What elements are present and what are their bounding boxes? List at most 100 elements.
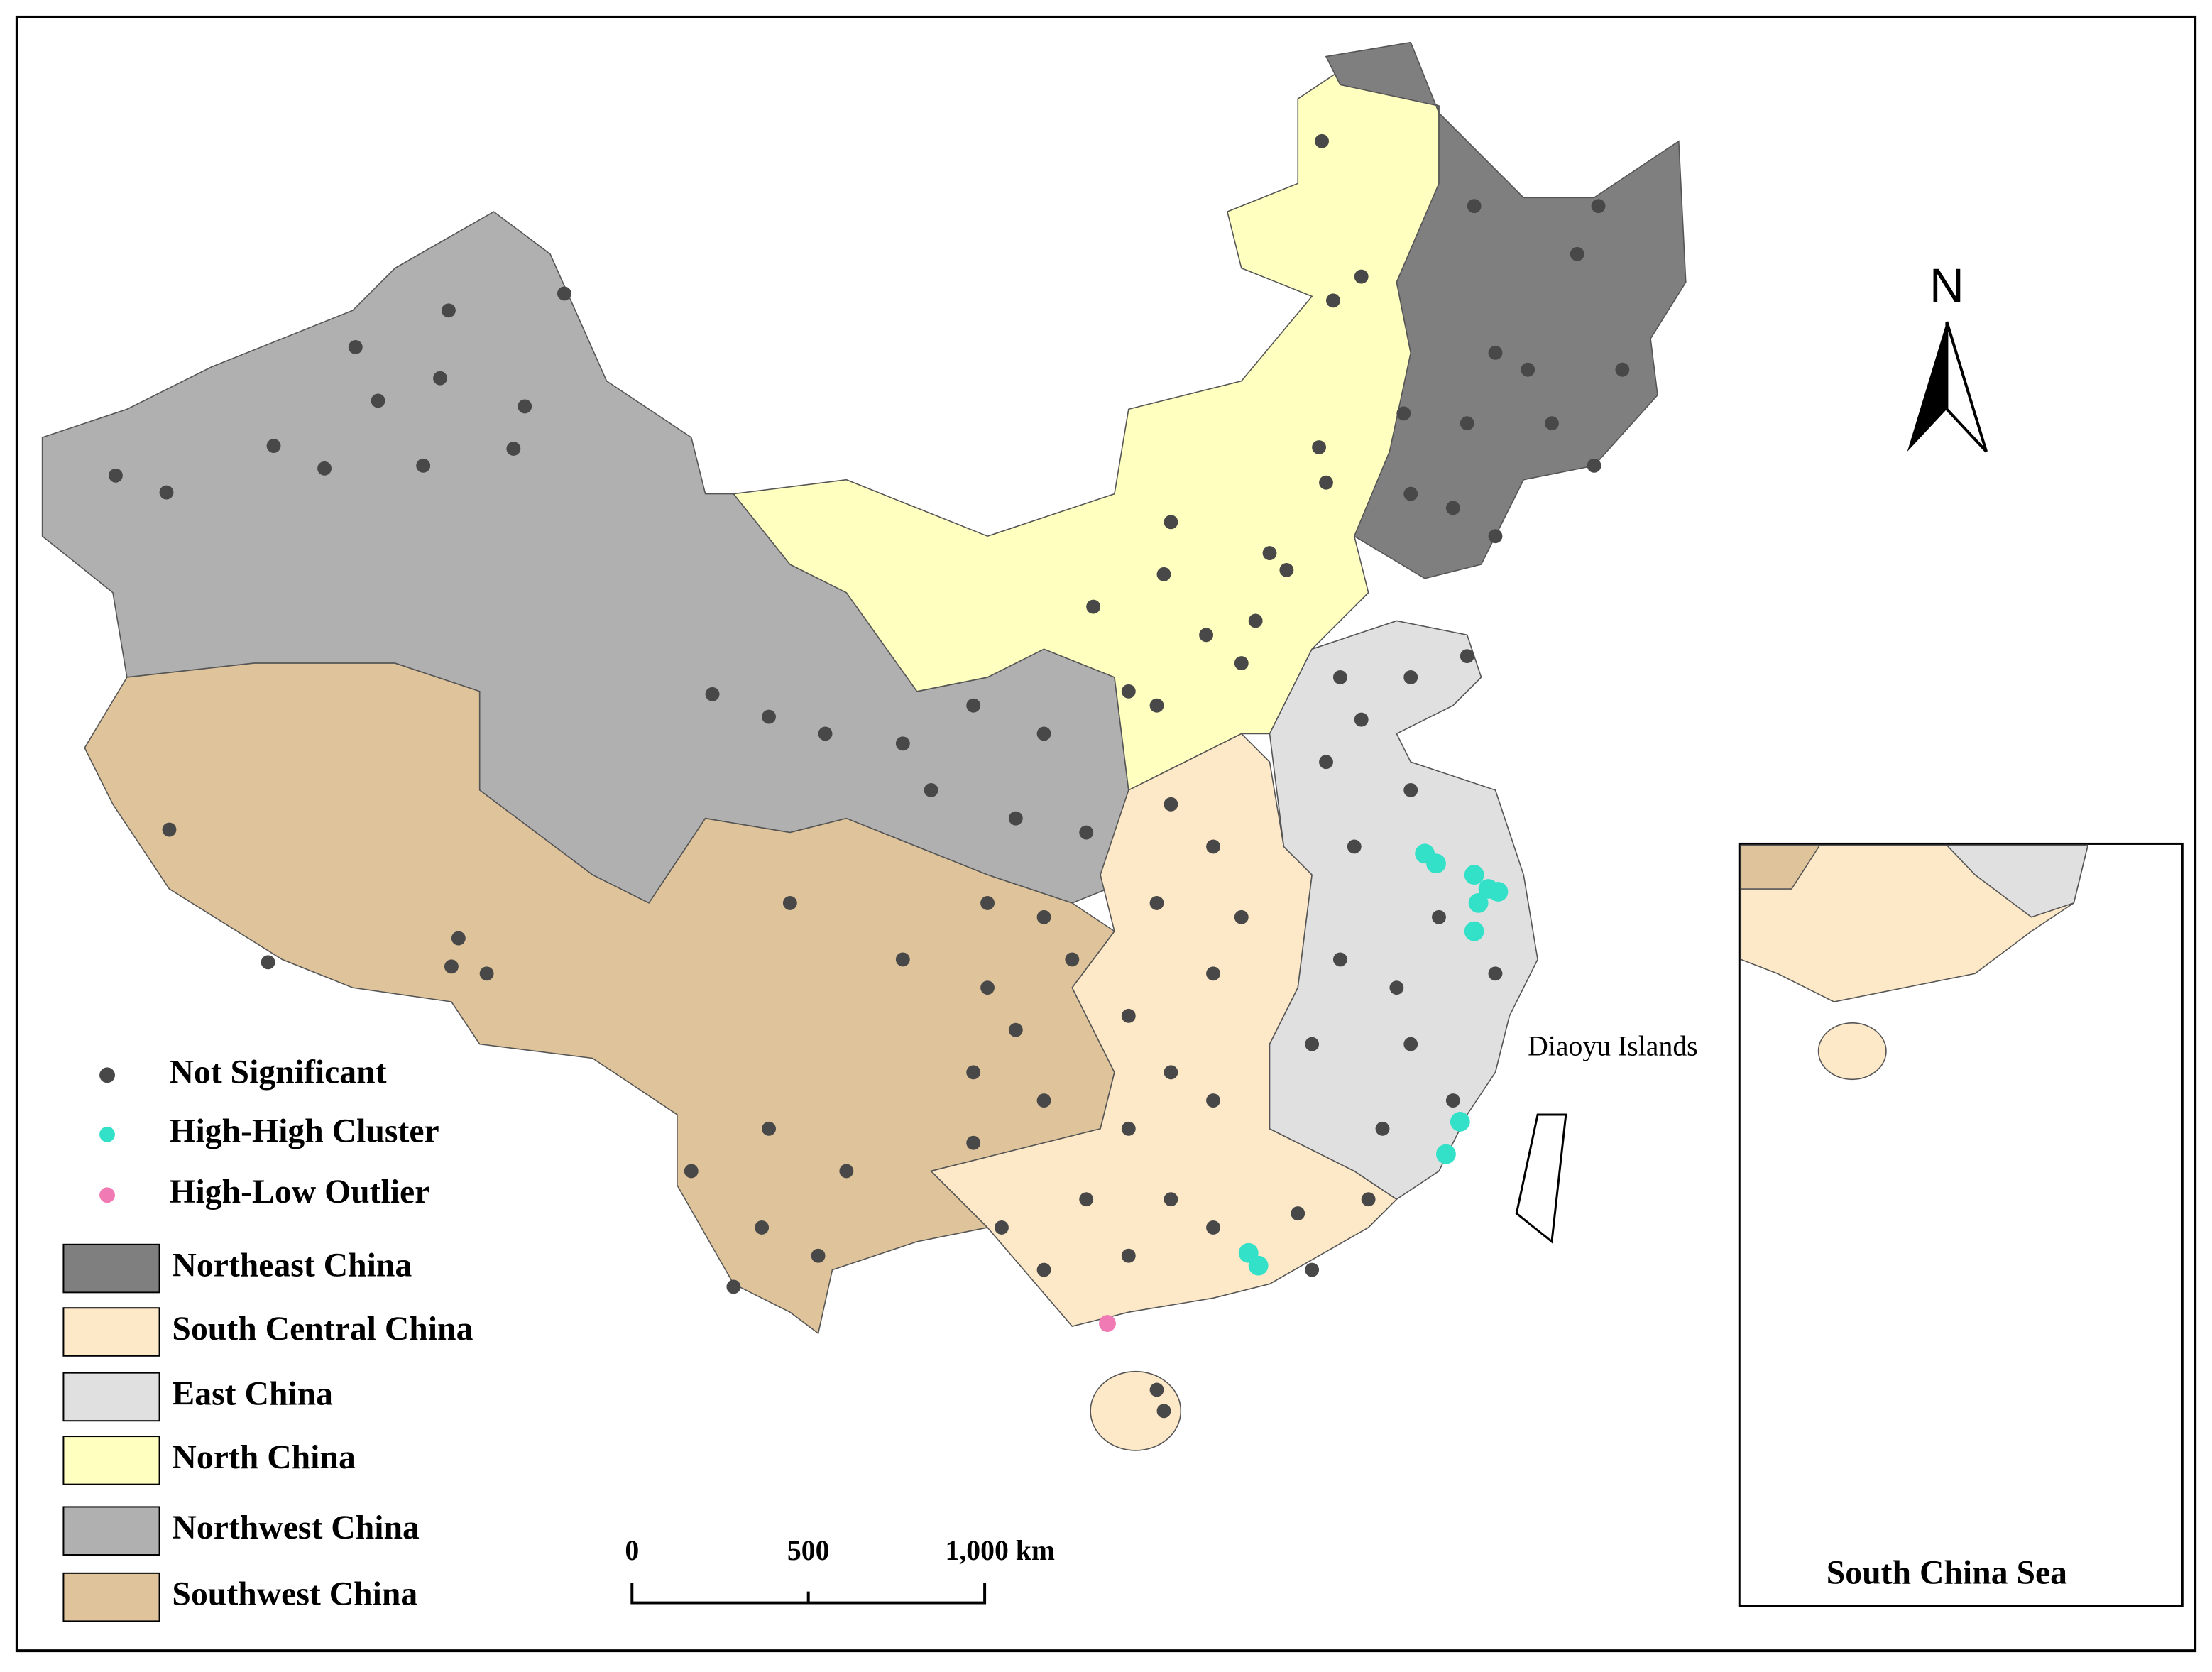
not-significant-point bbox=[451, 931, 466, 946]
high-high-point bbox=[1248, 1255, 1269, 1276]
not-significant-point bbox=[895, 952, 910, 967]
diaoyu-label: Diaoyu Islands bbox=[1528, 1031, 1697, 1062]
legend-point-symbol bbox=[99, 1126, 115, 1142]
northeast-region bbox=[1325, 41, 1687, 579]
not-significant-point bbox=[995, 1220, 1009, 1235]
not-significant-point bbox=[1164, 1065, 1178, 1080]
not-significant-point bbox=[1615, 362, 1630, 377]
not-significant-point bbox=[782, 895, 797, 910]
scale-line bbox=[630, 1583, 987, 1605]
not-significant-point bbox=[348, 339, 363, 354]
legend-region-label: Northwest China bbox=[172, 1509, 420, 1546]
not-significant-point bbox=[1156, 567, 1171, 581]
not-significant-point bbox=[266, 439, 281, 453]
high-high-point bbox=[1468, 892, 1489, 913]
not-significant-point bbox=[1488, 529, 1503, 544]
not-significant-point bbox=[1121, 1008, 1136, 1023]
not-significant-point bbox=[818, 726, 833, 741]
legend-region-swatch bbox=[62, 1572, 160, 1622]
not-significant-point bbox=[705, 687, 720, 701]
not-significant-point bbox=[966, 1065, 981, 1080]
not-significant-point bbox=[159, 485, 174, 500]
north-arrow bbox=[1907, 322, 1947, 452]
not-significant-point bbox=[1361, 1192, 1376, 1207]
legend-region-swatch bbox=[62, 1243, 160, 1294]
not-significant-point bbox=[506, 442, 521, 456]
not-significant-point bbox=[1545, 416, 1559, 431]
not-significant-point bbox=[1432, 909, 1446, 924]
not-significant-point bbox=[895, 736, 910, 751]
inset-east bbox=[1945, 844, 2089, 918]
high-high-point bbox=[1426, 853, 1446, 874]
not-significant-point bbox=[1347, 839, 1362, 854]
not-significant-point bbox=[924, 782, 938, 797]
inset-hainan bbox=[1817, 1022, 1887, 1081]
scale-bar: 0 500 1,000 km bbox=[625, 1535, 1055, 1605]
legend-point-label: High-High Cluster bbox=[169, 1113, 439, 1150]
not-significant-point bbox=[1403, 486, 1418, 501]
legend-region-label: South Central China bbox=[172, 1311, 473, 1348]
regions bbox=[41, 41, 1687, 1451]
not-significant-point bbox=[1149, 1382, 1164, 1397]
taiwan bbox=[1515, 1113, 1567, 1244]
not-significant-point bbox=[762, 709, 776, 724]
not-significant-point bbox=[1521, 362, 1535, 377]
not-significant-point bbox=[1149, 698, 1164, 713]
high-high-point bbox=[1450, 1112, 1470, 1132]
not-significant-point bbox=[1460, 416, 1474, 431]
not-significant-point bbox=[1403, 782, 1418, 797]
not-significant-point bbox=[1332, 952, 1347, 967]
not-significant-point bbox=[416, 458, 431, 473]
not-significant-point bbox=[839, 1164, 854, 1179]
not-significant-point bbox=[762, 1121, 776, 1136]
scale-label: 0 bbox=[625, 1535, 639, 1566]
not-significant-point bbox=[726, 1279, 741, 1294]
not-significant-point bbox=[755, 1220, 770, 1235]
high-low-point bbox=[1099, 1315, 1116, 1333]
east-region bbox=[1269, 620, 1538, 1201]
not-significant-point bbox=[109, 468, 123, 483]
not-significant-point bbox=[1305, 1262, 1320, 1277]
not-significant-point bbox=[1262, 546, 1277, 560]
not-significant-point bbox=[1008, 1022, 1023, 1037]
legend-point-symbol bbox=[99, 1187, 115, 1203]
not-significant-point bbox=[1036, 726, 1051, 741]
not-significant-point bbox=[1234, 909, 1249, 924]
not-significant-point bbox=[371, 393, 385, 408]
not-significant-point bbox=[162, 822, 177, 837]
not-significant-point bbox=[1079, 1192, 1094, 1207]
not-significant-point bbox=[1206, 966, 1220, 981]
high-high-point bbox=[1464, 921, 1484, 941]
not-significant-point bbox=[1291, 1206, 1305, 1221]
legend-region-swatch bbox=[62, 1506, 160, 1556]
not-significant-point bbox=[518, 399, 532, 414]
not-significant-point bbox=[1319, 475, 1333, 490]
legend-point-symbol bbox=[99, 1067, 115, 1083]
not-significant-point bbox=[1156, 1404, 1171, 1419]
not-significant-point bbox=[1354, 269, 1369, 284]
inset-title: South China Sea bbox=[1827, 1555, 2067, 1592]
not-significant-point bbox=[1164, 1192, 1178, 1207]
not-significant-point bbox=[1354, 712, 1369, 727]
not-significant-point bbox=[1326, 293, 1340, 308]
not-significant-point bbox=[1036, 1262, 1051, 1277]
not-significant-point bbox=[1305, 1037, 1320, 1051]
legend-point-label: Not Significant bbox=[169, 1054, 386, 1091]
not-significant-point bbox=[1312, 440, 1327, 454]
not-significant-point bbox=[1036, 909, 1051, 924]
not-significant-point bbox=[1570, 246, 1584, 261]
legend-region-label: North China bbox=[172, 1439, 356, 1476]
not-significant-point bbox=[1315, 133, 1329, 148]
not-significant-point bbox=[1086, 599, 1101, 614]
high-high-point bbox=[1464, 865, 1484, 885]
not-significant-point bbox=[1121, 1121, 1136, 1136]
not-significant-point bbox=[1460, 649, 1474, 664]
not-significant-point bbox=[1008, 811, 1023, 826]
high-high-point bbox=[1488, 882, 1509, 902]
not-significant-point bbox=[433, 371, 447, 386]
not-significant-point bbox=[1149, 895, 1164, 910]
not-significant-point bbox=[1206, 1220, 1220, 1235]
not-significant-point bbox=[479, 966, 494, 981]
not-significant-point bbox=[811, 1248, 826, 1263]
